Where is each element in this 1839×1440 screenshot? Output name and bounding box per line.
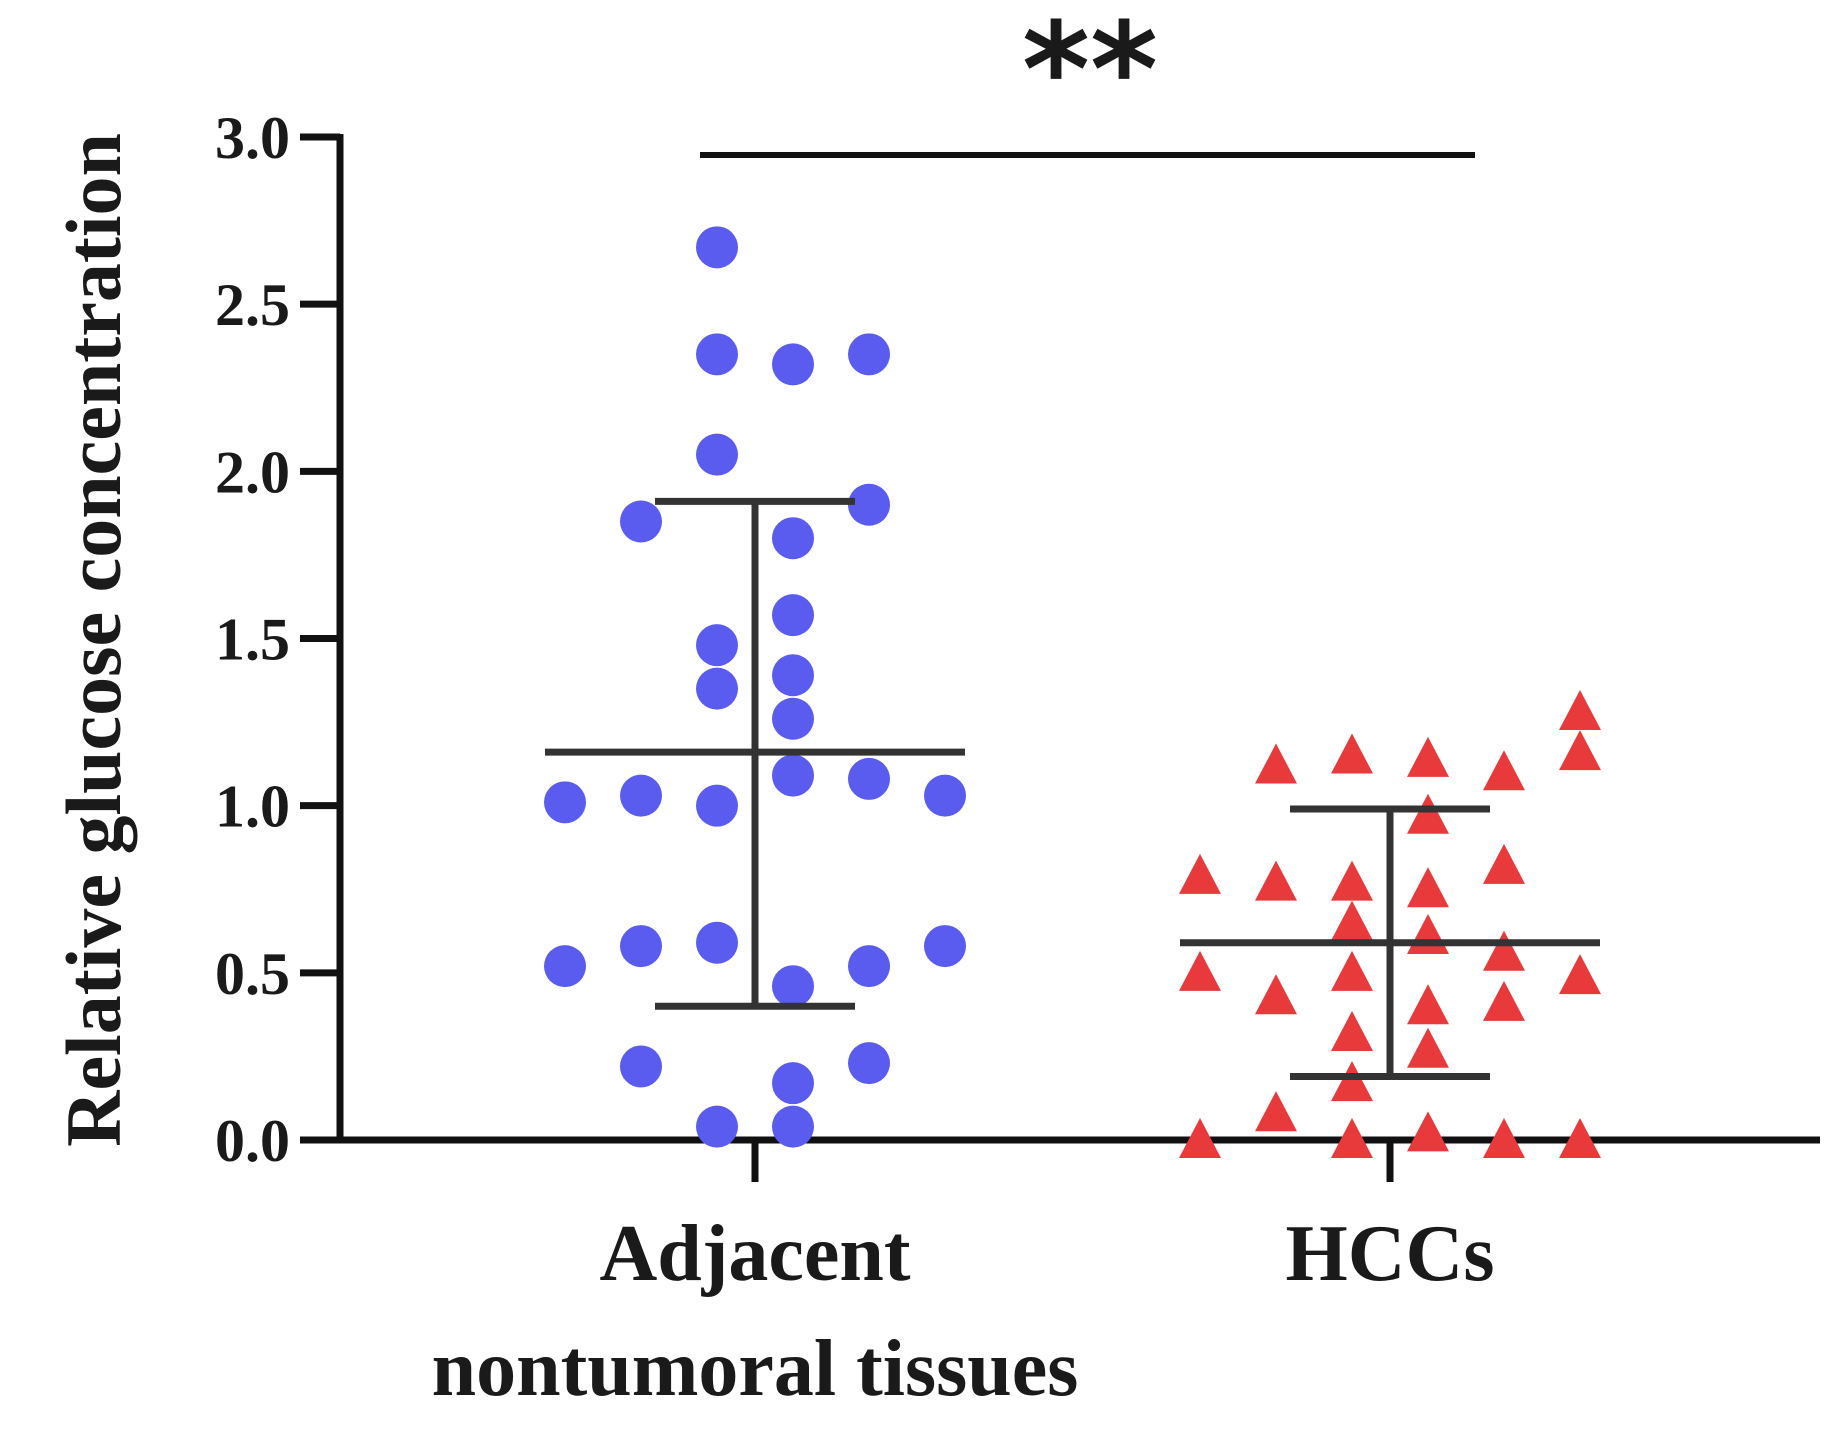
y-tick-label: 1.0 (215, 774, 290, 840)
x-category-label: nontumoral tissues (432, 1325, 1079, 1413)
data-point-hcc (1331, 1011, 1373, 1052)
data-point-adjacent (772, 1105, 814, 1148)
data-point-adjacent (924, 925, 966, 968)
data-point-adjacent (772, 594, 814, 637)
data-point-adjacent (848, 1042, 890, 1085)
data-point-hcc (1483, 843, 1525, 884)
y-tick-label: 1.5 (215, 607, 290, 673)
data-point-hcc (1483, 980, 1525, 1021)
data-point-hcc (1331, 860, 1373, 901)
data-point-adjacent (620, 500, 662, 543)
data-point-hcc (1407, 1027, 1449, 1068)
data-point-adjacent (924, 774, 966, 817)
data-point-hcc (1255, 743, 1297, 784)
error-bars (545, 497, 1600, 1080)
x-category-label: Adjacent (599, 1210, 910, 1298)
data-point-adjacent (772, 343, 814, 386)
data-point-hcc (1179, 950, 1221, 991)
data-point-hcc (1559, 730, 1601, 771)
data-point-hcc (1255, 974, 1297, 1015)
y-tick-label: 2.5 (215, 272, 290, 338)
significance-label: ** (1022, 0, 1158, 146)
data-point-adjacent (772, 517, 814, 560)
data-point-hcc (1179, 1118, 1221, 1158)
x-category-label: HCCs (1286, 1210, 1495, 1298)
data-point-adjacent (772, 654, 814, 697)
data-point-hcc (1407, 736, 1449, 777)
y-tick-label: 2.0 (215, 439, 290, 505)
data-point-adjacent (772, 754, 814, 797)
data-point-hcc (1407, 914, 1449, 955)
data-point-hcc (1179, 853, 1221, 894)
data-point-adjacent (848, 757, 890, 800)
data-point-adjacent (772, 965, 814, 1008)
data-point-adjacent (620, 774, 662, 817)
data-point-hcc (1407, 984, 1449, 1025)
data-point-adjacent (696, 624, 738, 667)
data-point-hcc (1559, 690, 1601, 731)
data-point-adjacent (620, 1045, 662, 1088)
data-point-adjacent (544, 781, 586, 824)
data-point-adjacent (848, 483, 890, 526)
data-point-adjacent (696, 667, 738, 710)
y-tick-label: 3.0 (215, 105, 290, 171)
data-point-adjacent (696, 226, 738, 269)
data-point-hcc (1483, 930, 1525, 971)
data-point-hcc (1255, 860, 1297, 901)
data-point-hcc (1559, 1118, 1601, 1158)
data-point-hcc (1407, 1111, 1449, 1152)
data-point-hcc (1331, 950, 1373, 991)
data-point-hcc (1255, 1091, 1297, 1132)
data-point-hcc (1483, 1118, 1525, 1158)
data-point-hcc (1331, 1061, 1373, 1102)
y-tick-label: 0.0 (215, 1108, 290, 1174)
data-point-adjacent (620, 925, 662, 968)
y-axis-title: Relative glucose concentration (50, 133, 137, 1147)
data-point-hcc (1331, 1118, 1373, 1158)
data-point-hcc (1331, 733, 1373, 774)
x-axis-category-labels: Adjacent nontumoral tissues HCCs (432, 1210, 1495, 1413)
data-point-adjacent (544, 945, 586, 988)
y-axis-ticks: 0.0 0.5 1.0 1.5 2.0 2.5 3.0 (215, 105, 340, 1174)
axes (336, 134, 1820, 1182)
data-point-hcc (1483, 750, 1525, 791)
significance-annotation: ** (700, 0, 1475, 158)
data-point-hcc (1407, 793, 1449, 834)
data-points (544, 226, 1601, 1158)
data-point-adjacent (696, 784, 738, 827)
data-point-hcc (1407, 867, 1449, 908)
data-point-hcc (1559, 954, 1601, 995)
data-point-adjacent (696, 1105, 738, 1148)
data-point-adjacent (848, 333, 890, 376)
data-point-adjacent (696, 921, 738, 964)
data-point-adjacent (696, 433, 738, 476)
y-tick-label: 0.5 (215, 941, 290, 1007)
data-point-adjacent (772, 1062, 814, 1105)
data-point-adjacent (696, 333, 738, 376)
data-point-adjacent (848, 945, 890, 988)
data-point-hcc (1331, 900, 1373, 941)
data-point-adjacent (772, 697, 814, 740)
